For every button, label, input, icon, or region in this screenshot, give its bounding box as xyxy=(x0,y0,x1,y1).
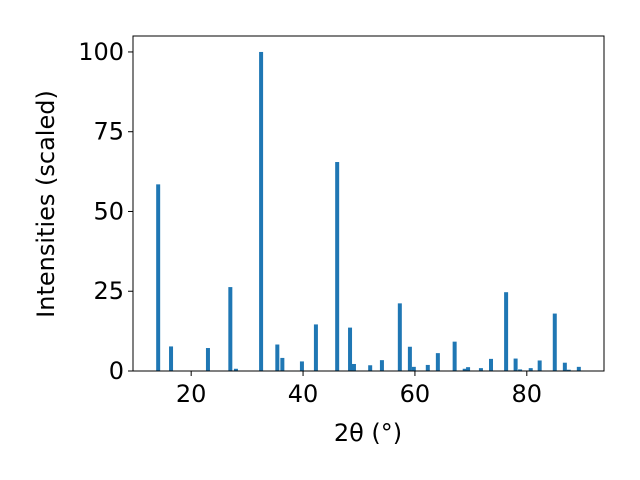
bar xyxy=(156,184,161,371)
bar xyxy=(489,358,494,371)
bar xyxy=(576,366,581,371)
bar xyxy=(407,346,412,371)
bar xyxy=(562,362,567,371)
bar xyxy=(397,303,402,371)
bar xyxy=(478,368,483,371)
bar xyxy=(462,368,467,371)
bar xyxy=(368,365,373,371)
bar xyxy=(313,324,318,371)
bar xyxy=(537,360,542,371)
y-tick-label: 0 xyxy=(109,357,124,385)
bar xyxy=(275,344,280,371)
x-tick-label: 40 xyxy=(288,380,319,408)
bar xyxy=(466,367,471,371)
bar xyxy=(280,357,285,371)
bar xyxy=(169,346,174,371)
x-tick-label: 60 xyxy=(400,380,431,408)
bar xyxy=(504,292,509,371)
plot-frame xyxy=(132,35,605,372)
bar xyxy=(259,51,264,371)
bar xyxy=(205,348,210,371)
bar xyxy=(435,353,440,371)
bar xyxy=(299,361,304,371)
bar xyxy=(552,313,557,371)
x-tick-label: 20 xyxy=(176,380,207,408)
bar xyxy=(518,369,523,371)
bar xyxy=(566,369,571,371)
bar xyxy=(351,363,356,371)
bar xyxy=(228,287,233,371)
bar xyxy=(348,327,353,371)
bar xyxy=(335,162,340,371)
bar xyxy=(425,364,430,371)
bar xyxy=(379,360,384,371)
bar xyxy=(513,358,518,371)
y-axis-label: Intensities (scaled) xyxy=(32,90,60,318)
y-tick-label: 50 xyxy=(93,197,124,225)
y-tick-label: 100 xyxy=(78,38,124,66)
x-axis-label: 2θ (°) xyxy=(334,419,402,447)
bar xyxy=(233,368,238,371)
y-tick-label: 75 xyxy=(93,118,124,146)
bar xyxy=(452,341,457,371)
bar xyxy=(528,368,533,371)
y-tick-label: 25 xyxy=(93,277,124,305)
x-tick-label: 80 xyxy=(512,380,543,408)
bar xyxy=(411,366,416,371)
